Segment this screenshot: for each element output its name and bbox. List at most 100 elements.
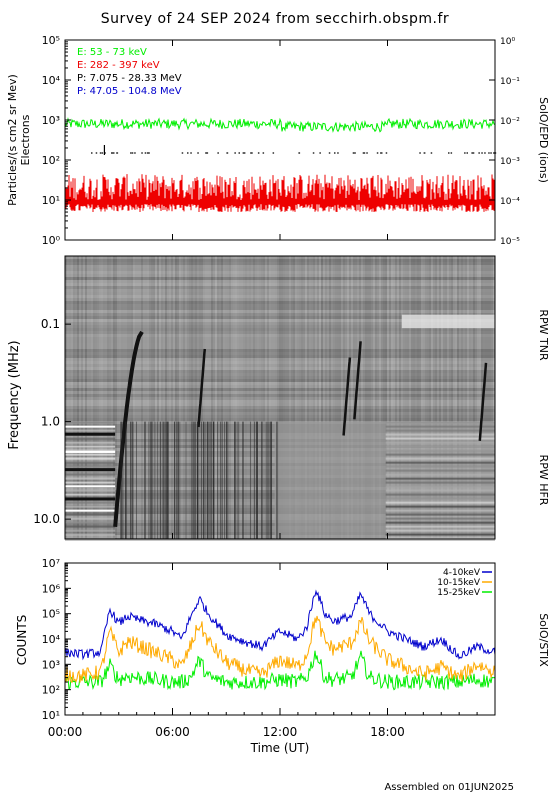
- stix-legend-label: 4-10keV: [443, 568, 481, 578]
- rpw-burst: [197, 348, 207, 428]
- stix-y-tick-label: 10²: [42, 684, 60, 697]
- rpw-texture-column: [283, 256, 285, 539]
- rpw-texture-row: [65, 397, 495, 400]
- rpw-texture-column: [171, 256, 173, 539]
- rpw-texture-row: [65, 277, 495, 280]
- epd-y2-tick-label: 10⁻⁵: [500, 237, 520, 247]
- rpw-texture-column: [393, 256, 395, 539]
- rpw-texture-column: [409, 256, 411, 539]
- rpw-texture-row: [65, 301, 495, 304]
- rpw-texture-column: [253, 256, 255, 539]
- rpw-texture-row: [65, 292, 495, 295]
- rpw-texture-row: [65, 274, 495, 277]
- rpw-texture-column: [69, 256, 71, 539]
- rpw-texture-column: [203, 256, 205, 539]
- rpw-type3-burst: [113, 330, 144, 527]
- rpw-hfr-stripe: [65, 449, 116, 452]
- rpw-spectrogram: [64, 255, 496, 541]
- rpw-texture-column: [179, 256, 181, 539]
- rpw-texture-column: [493, 256, 495, 539]
- rpw-hfr-stripe: [65, 437, 116, 440]
- rpw-texture-column: [123, 256, 125, 539]
- rpw-texture-column: [487, 256, 489, 539]
- rpw-texture-column: [135, 256, 137, 539]
- rpw-texture-row: [65, 334, 495, 337]
- rpw-hfr-white-line: [65, 509, 116, 512]
- epd-y-tick-label: 10²: [42, 154, 60, 167]
- rpw-texture-column: [429, 256, 431, 539]
- rpw-texture-column: [207, 256, 209, 539]
- rpw-hfr-stripe: [65, 441, 116, 444]
- rpw-texture-column: [79, 256, 81, 539]
- rpw-texture-column: [477, 256, 479, 539]
- rpw-hfr-stripe: [65, 517, 116, 520]
- rpw-texture-column: [339, 256, 341, 539]
- rpw-texture-column: [213, 256, 215, 539]
- rpw-hfr-black-line: [65, 432, 116, 436]
- rpw-texture-column: [407, 256, 409, 539]
- rpw-hfr-stripe: [65, 477, 116, 480]
- rpw-texture-row: [65, 391, 495, 394]
- rpw-hfr-stripe: [385, 509, 495, 512]
- rpw-texture-column: [227, 256, 229, 539]
- rpw-texture-column: [109, 256, 111, 539]
- rpw-texture-column: [167, 256, 169, 539]
- rpw-texture-row: [65, 307, 495, 310]
- rpw-texture-column: [175, 256, 177, 539]
- rpw-texture-column: [219, 256, 221, 539]
- rpw-hfr-stripe: [65, 453, 116, 456]
- rpw-texture-column: [103, 256, 105, 539]
- rpw-texture-column: [197, 256, 199, 539]
- rpw-hfr-stripe: [65, 533, 116, 536]
- rpw-texture-column: [305, 256, 307, 539]
- rpw-texture-column: [471, 256, 473, 539]
- rpw-texture-column: [431, 256, 433, 539]
- rpw-texture-row: [65, 406, 495, 409]
- rpw-texture-column: [209, 256, 211, 539]
- rpw-texture-column: [83, 256, 85, 539]
- rpw-hfr-stripe: [385, 481, 495, 484]
- rpw-hfr-stripe: [65, 513, 116, 516]
- rpw-texture-column: [411, 256, 413, 539]
- rpw-texture-column: [65, 256, 67, 539]
- rpw-hfr-stripe: [65, 429, 116, 432]
- rpw-texture-column: [425, 256, 427, 539]
- rpw-hfr-stripe: [65, 493, 116, 496]
- rpw-texture-column: [433, 256, 435, 539]
- rpw-texture-column: [107, 256, 109, 539]
- rpw-texture-column: [265, 256, 267, 539]
- rpw-texture-column: [155, 256, 157, 539]
- rpw-texture-column: [189, 256, 191, 539]
- rpw-texture-column: [333, 256, 335, 539]
- rpw-texture-column: [343, 256, 345, 539]
- rpw-texture-column: [387, 256, 389, 539]
- rpw-texture-row: [65, 409, 495, 412]
- rpw-texture-column: [195, 256, 197, 539]
- rpw-texture-column: [485, 256, 487, 539]
- rpw-texture-column: [117, 256, 119, 539]
- rpw-texture-column: [217, 256, 219, 539]
- epd-y-tick-label: 10⁵: [42, 34, 60, 47]
- rpw-texture-column: [313, 256, 315, 539]
- rpw-texture-row: [65, 382, 495, 385]
- rpw-texture-column: [145, 256, 147, 539]
- rpw-texture-column: [327, 256, 329, 539]
- rpw-texture-column: [261, 256, 263, 539]
- rpw-texture-column: [325, 256, 327, 539]
- rpw-texture-column: [119, 256, 121, 539]
- epd-y2-tick-label: 10⁻¹: [500, 77, 520, 87]
- epd-legend-entry: P: 7.075 - 28.33 MeV: [77, 73, 182, 84]
- rpw-hfr-stripe: [65, 421, 116, 424]
- rpw-texture-column: [309, 256, 311, 539]
- rpw-texture-column: [377, 256, 379, 539]
- rpw-texture-row: [65, 265, 495, 268]
- rpw-texture-row: [65, 331, 495, 334]
- rpw-hfr-stripe: [385, 497, 495, 500]
- rpw-texture-column: [389, 256, 391, 539]
- rpw-hfr-stripe: [385, 529, 495, 532]
- rpw-texture-column: [299, 256, 301, 539]
- rpw-texture-column: [115, 256, 117, 539]
- rpw-texture-column: [165, 256, 167, 539]
- rpw-texture-column: [475, 256, 477, 539]
